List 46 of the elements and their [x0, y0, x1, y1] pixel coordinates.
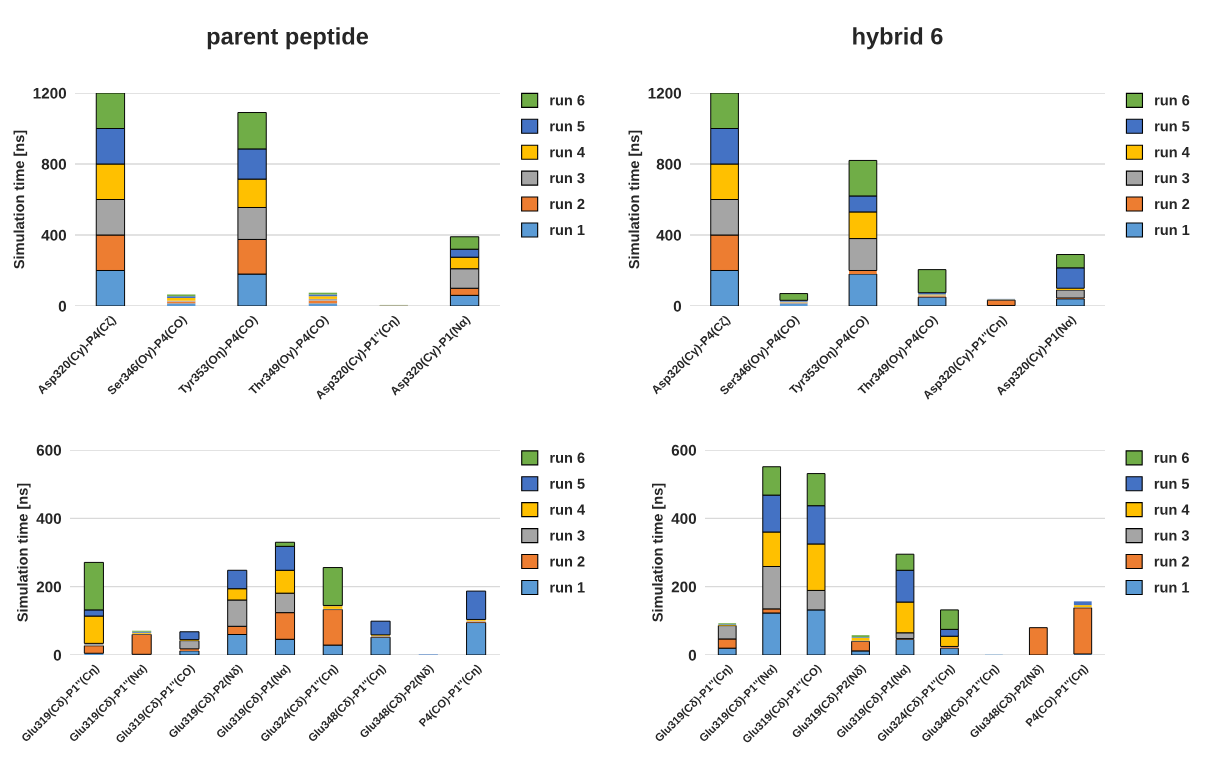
chart-title: parent peptide	[207, 27, 369, 50]
legend-label: run 3	[1154, 530, 1189, 541]
legend-label: run 1	[1154, 582, 1190, 593]
legend-label: run 6	[1155, 95, 1190, 106]
y-tick-label: 0	[58, 300, 67, 312]
legend-label: run 3	[550, 530, 585, 541]
legend-label: run 4	[550, 504, 586, 515]
y-tick-label: 400	[41, 229, 67, 241]
legend-label: run 5	[550, 121, 585, 132]
y-tick-label: 200	[36, 581, 62, 593]
legend-label: run 5	[1155, 121, 1190, 132]
y-tick-label: 1200	[648, 87, 682, 99]
legend-label: run 1	[550, 224, 585, 236]
legend-label: run 6	[1154, 452, 1189, 463]
legend-label: run 2	[1155, 198, 1190, 210]
legend-label: run 6	[550, 95, 585, 106]
chart-title: hybrid 6	[853, 27, 943, 50]
legend-label: run 4	[550, 147, 585, 158]
y-tick-label: 400	[656, 229, 682, 241]
y-tick-label: 600	[36, 444, 62, 456]
legend-label: run 4	[1155, 147, 1190, 158]
legend-label: run 6	[550, 452, 585, 463]
y-tick-label: 400	[671, 513, 697, 525]
legend-label: run 2	[550, 198, 585, 210]
legend-label: run 1	[1155, 224, 1190, 236]
legend-label: run 3	[1155, 172, 1190, 184]
y-tick-label: 0	[53, 649, 62, 661]
legend-label: run 1	[550, 582, 585, 593]
y-tick-label: 0	[688, 649, 697, 661]
legend-label: run 3	[550, 172, 585, 184]
y-tick-label: 1200	[33, 87, 67, 99]
legend-label: run 4	[1154, 504, 1190, 515]
legend-label: run 5	[1154, 478, 1190, 489]
y-axis-title: Simulation time [ns]	[652, 483, 666, 622]
y-axis-title: Simulation time [ns]	[13, 130, 28, 269]
y-axis-title: Simulation time [ns]	[628, 130, 643, 269]
legend-label: run 2	[1154, 556, 1189, 567]
y-tick-label: 200	[671, 581, 697, 593]
legend-label: run 2	[550, 556, 585, 567]
y-tick-label: 800	[656, 158, 682, 170]
y-tick-label: 0	[673, 300, 682, 312]
y-tick-label: 800	[41, 158, 67, 170]
y-tick-label: 600	[671, 444, 697, 456]
legend-label: run 5	[550, 478, 585, 489]
y-tick-label: 400	[36, 513, 62, 525]
y-axis-title: Simulation time [ns]	[17, 483, 31, 622]
